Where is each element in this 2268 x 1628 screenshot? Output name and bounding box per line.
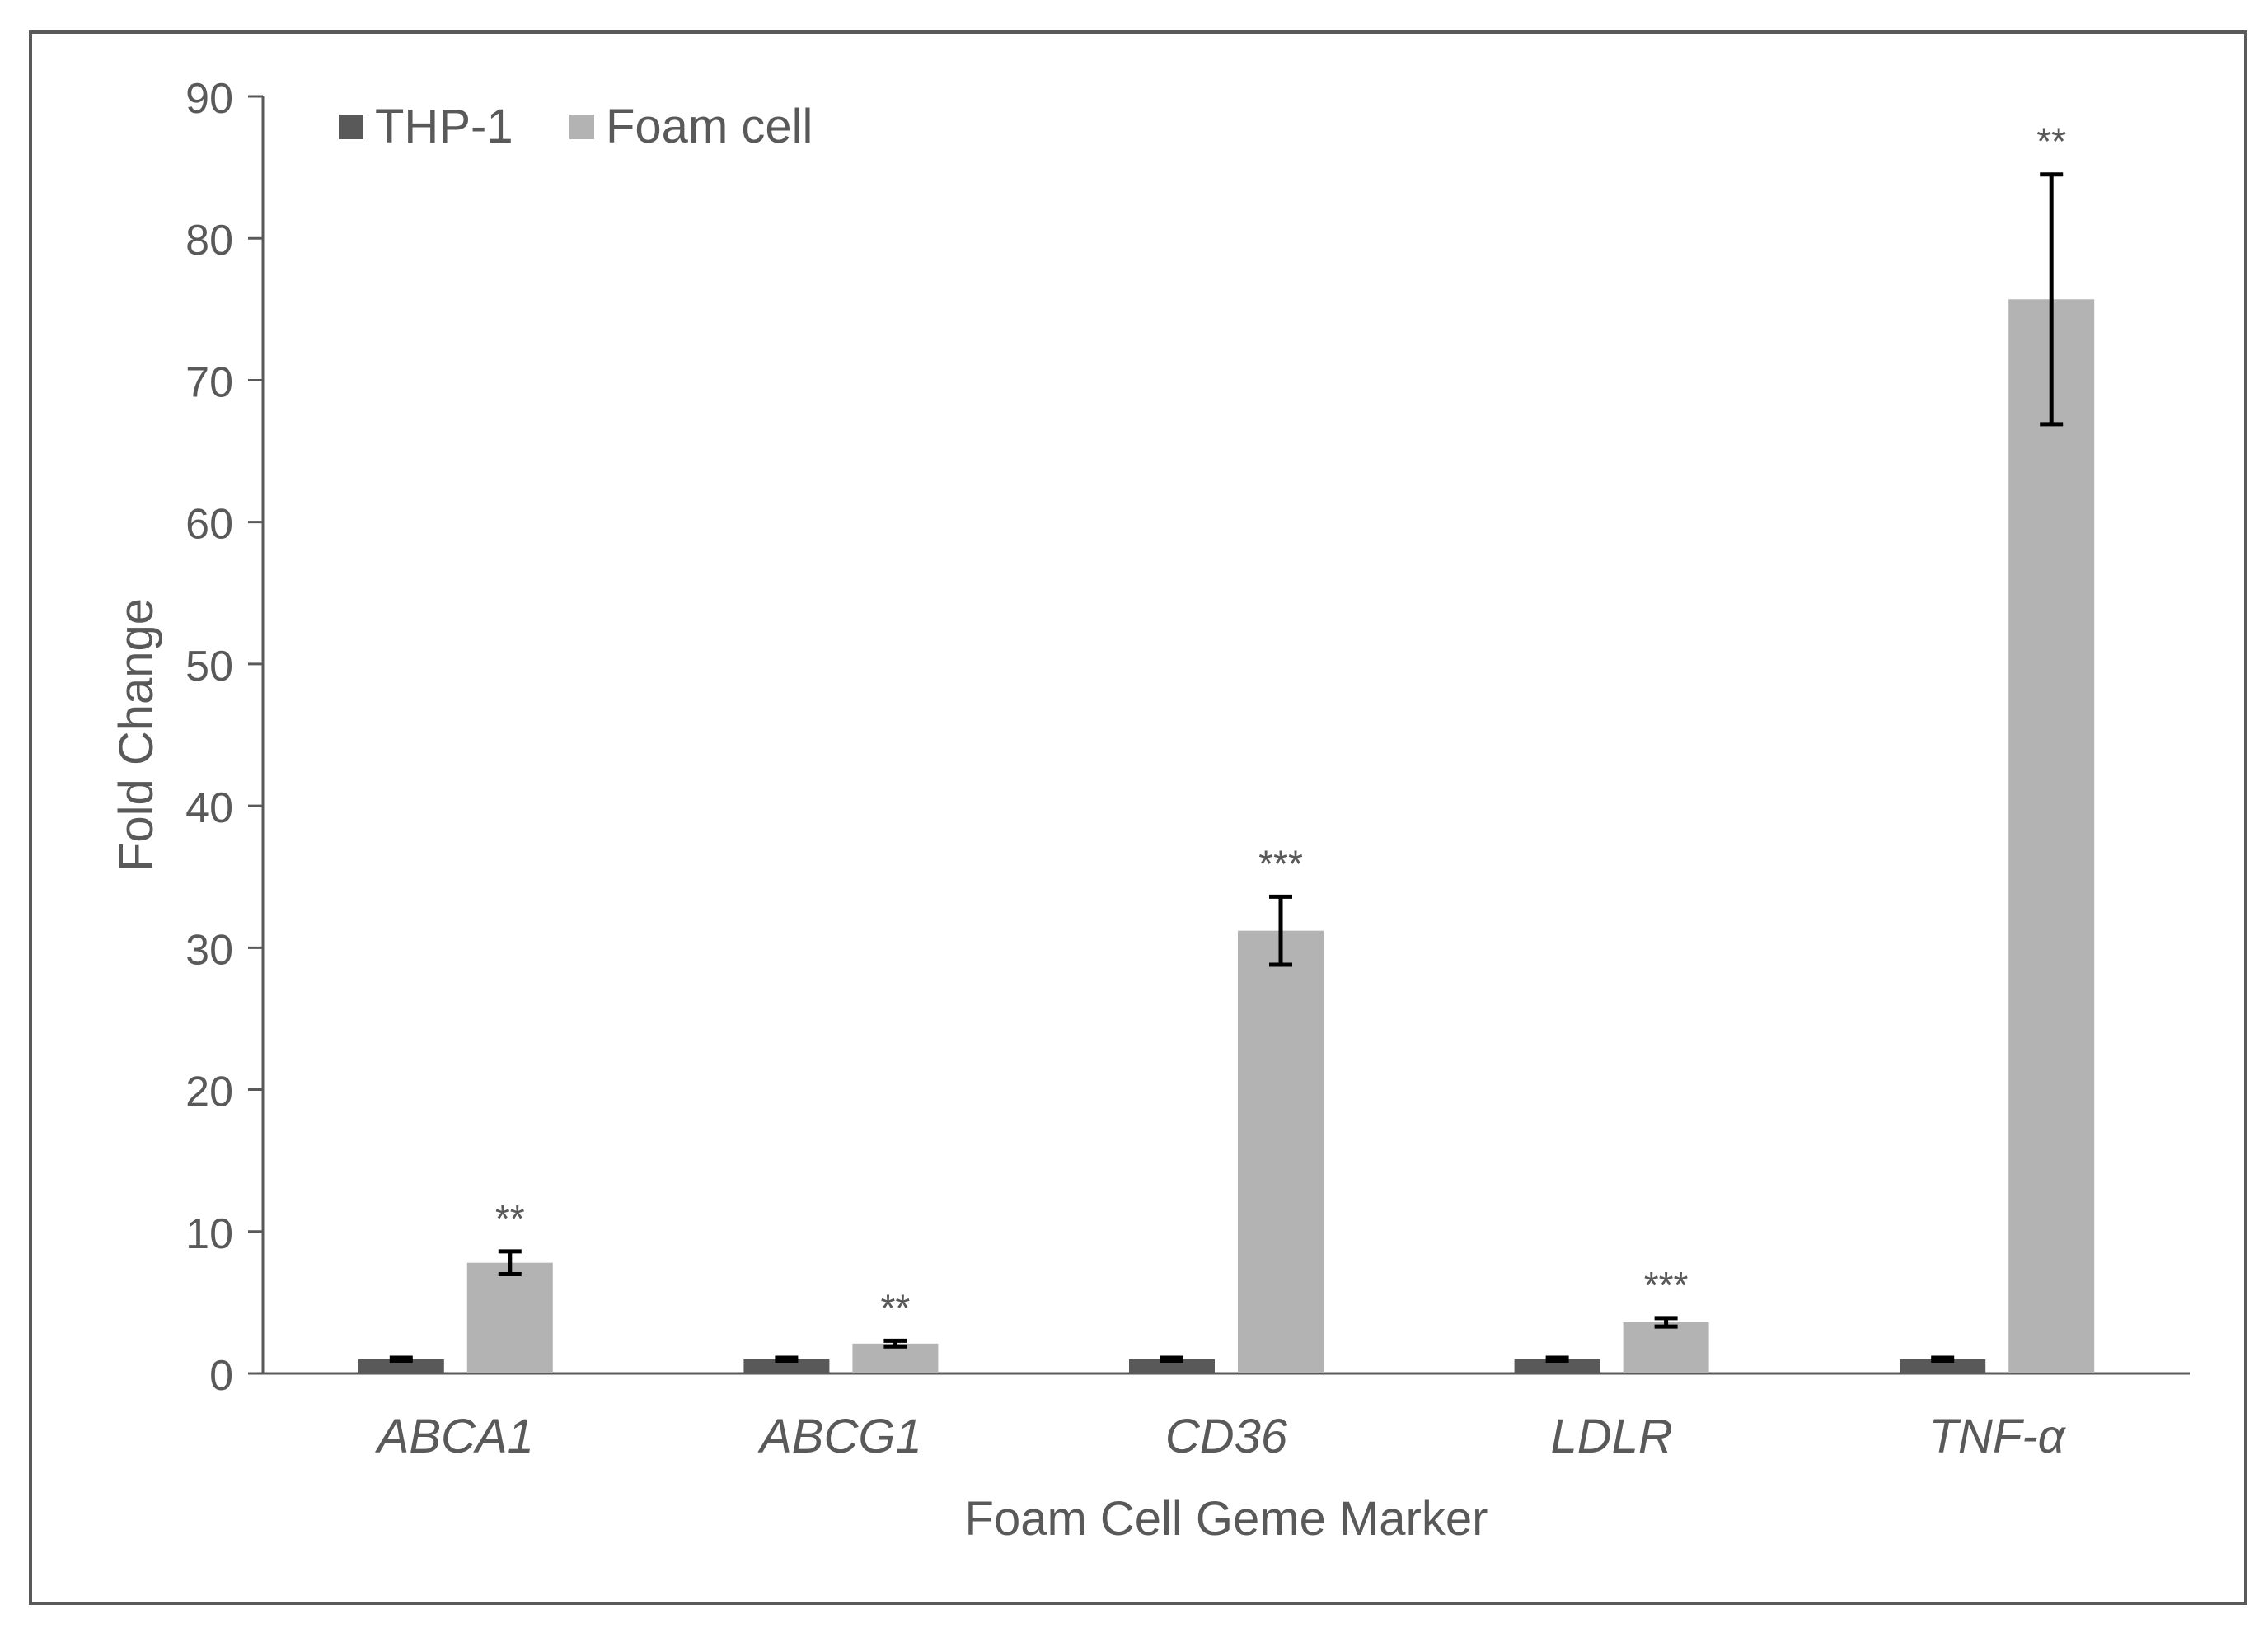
y-tick-label: 30: [185, 926, 233, 974]
bar-thp-1: [743, 1359, 830, 1373]
x-tick-label: TNF-α: [1929, 1410, 2067, 1463]
y-axis-title: Fold Change: [110, 598, 163, 872]
bar-foam-cell: [1238, 930, 1324, 1373]
bar-foam-cell: [852, 1343, 939, 1373]
bar-foam-cell: [1623, 1322, 1709, 1373]
bar-foam-cell: [2008, 299, 2095, 1373]
significance-label: **: [495, 1197, 525, 1240]
y-tick-label: 40: [185, 784, 233, 832]
bar-thp-1: [1129, 1359, 1215, 1373]
significance-label: ***: [1258, 842, 1303, 885]
y-tick-label: 90: [185, 75, 233, 123]
bar-foam-cell: [466, 1262, 553, 1373]
chart-frame: 0 10 20 30 40 50 60 70 80 90 ABCA1 ABCG1 CD36 LDLR TN…: [29, 30, 2247, 1605]
legend: THP-1 Foam cell: [339, 100, 813, 153]
significance-label: ***: [1644, 1264, 1689, 1307]
significance-label: **: [2036, 120, 2066, 163]
legend-label: THP-1: [375, 100, 513, 153]
x-tick-label: LDLR: [1550, 1410, 1672, 1463]
y-tick-label: 70: [185, 358, 233, 406]
y-tick-label: 80: [185, 217, 233, 264]
x-tick-label: ABCG1: [757, 1410, 922, 1463]
y-tick-label: 60: [185, 501, 233, 549]
bar-thp-1: [1514, 1359, 1600, 1373]
y-axis: 0 10 20 30 40 50 60 70 80 90: [185, 75, 265, 1400]
legend-label: Foam cell: [606, 100, 813, 153]
legend-swatch: [339, 115, 363, 139]
y-tick-label: 50: [185, 643, 233, 690]
legend-swatch: [569, 115, 594, 139]
y-tick-label: 0: [209, 1352, 233, 1400]
x-tick-label: ABCA1: [375, 1410, 534, 1463]
bar-chart: 0 10 20 30 40 50 60 70 80 90 ABCA1 ABCG1 CD36 LDLR TN…: [110, 75, 2190, 1546]
x-axis-title: Foam Cell Geme Marker: [965, 1492, 1488, 1546]
x-axis: ABCA1 ABCG1 CD36 LDLR TNF-α: [263, 1372, 2190, 1463]
bars: ************: [358, 120, 2095, 1373]
bar-thp-1: [358, 1359, 444, 1373]
significance-label: **: [880, 1286, 910, 1329]
bar-thp-1: [1900, 1359, 1986, 1373]
x-tick-label: CD36: [1165, 1410, 1288, 1463]
y-tick-label: 20: [185, 1069, 233, 1116]
y-tick-label: 10: [185, 1210, 233, 1258]
